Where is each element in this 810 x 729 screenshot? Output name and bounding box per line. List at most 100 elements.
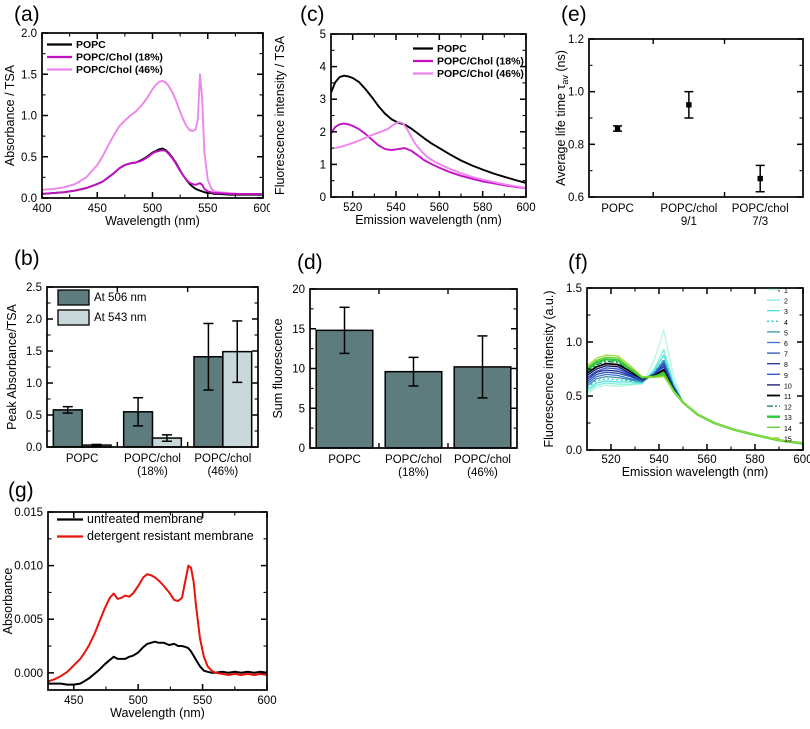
svg-text:1.2: 1.2 xyxy=(568,34,584,46)
svg-text:560: 560 xyxy=(430,202,449,214)
svg-text:5: 5 xyxy=(299,403,305,415)
svg-text:5: 5 xyxy=(320,29,326,41)
series-15 xyxy=(586,354,804,445)
svg-text:4: 4 xyxy=(784,320,788,327)
svg-text:1: 1 xyxy=(320,159,326,171)
svg-text:450: 450 xyxy=(64,695,83,707)
axes-ticks: 450 500 550 600 0.000 0.005 0.010 0.015 xyxy=(14,507,276,707)
panel-f-label: (f) xyxy=(568,251,588,274)
plot-area xyxy=(586,329,804,445)
axis-labels: Sum fluorescence xyxy=(271,318,285,418)
svg-text:(18%): (18%) xyxy=(398,467,429,479)
svg-text:0.0: 0.0 xyxy=(26,442,42,454)
svg-text:POPC/Chol (18%): POPC/Chol (18%) xyxy=(76,52,163,64)
svg-text:0.6: 0.6 xyxy=(568,192,584,204)
series-POPC/Chol (46%) xyxy=(41,73,263,195)
panel-c: (c) 520 540 560 580 600 0 1 2 3 4 5 Emission wavele… xyxy=(270,0,540,240)
svg-text:Average life time τav​ (ns): Average life time τav​ (ns) xyxy=(554,50,570,186)
panel-b-chart: 0.0 0.5 1.0 1.5 2.0 2.5 POPC POPC/chol (18%) POPC… xyxy=(0,240,270,485)
panel-b-label: (b) xyxy=(14,247,40,270)
panel-f-chart: 520 540 560 580 600 0.0 0.5 1.0 1.5 Emission wave… xyxy=(540,240,810,485)
svg-text:1: 1 xyxy=(784,288,788,295)
svg-text:15: 15 xyxy=(784,436,792,443)
panel-d-chart: 0 5 10 15 20 POPC POPC/chol (18%) POPC/chol (46%)… xyxy=(270,240,540,485)
svg-text:Emission wavelength (nm): Emission wavelength (nm) xyxy=(622,465,769,479)
svg-text:2.0: 2.0 xyxy=(21,28,37,40)
svg-text:Wavelength (nm): Wavelength (nm) xyxy=(110,706,205,720)
svg-text:600: 600 xyxy=(253,203,270,215)
panel-e-label: (e) xyxy=(561,3,587,26)
panel-g-chart: 450 500 550 600 0.000 0.005 0.010 0.015 Waveleng… xyxy=(0,470,290,729)
svg-text:600: 600 xyxy=(257,695,276,707)
svg-text:1.5: 1.5 xyxy=(566,283,582,295)
axis-labels: Wavelength (nm) Absorbance / TSA xyxy=(3,64,200,228)
svg-text:0.000: 0.000 xyxy=(14,668,43,680)
chart-svg-g: 450 500 550 600 0.000 0.005 0.010 0.015 Waveleng… xyxy=(1,507,277,720)
svg-text:POPC: POPC xyxy=(437,43,467,55)
legend: untreated membrane detergent resistant me… xyxy=(57,512,254,543)
svg-text:POPC/chol: POPC/chol xyxy=(660,203,717,215)
svg-text:10: 10 xyxy=(292,364,305,376)
svg-text:500: 500 xyxy=(129,695,148,707)
plot-area xyxy=(52,320,253,448)
svg-text:5: 5 xyxy=(784,330,788,337)
svg-text:3: 3 xyxy=(320,94,326,106)
svg-text:0: 0 xyxy=(299,443,305,455)
svg-text:POPC/Chol (46%): POPC/Chol (46%) xyxy=(437,68,524,80)
svg-text:POPC: POPC xyxy=(66,453,99,465)
svg-text:12: 12 xyxy=(784,405,792,412)
axes-ticks: 520 540 560 580 600 0 1 2 3 4 5 xyxy=(320,29,536,214)
svg-text:0.015: 0.015 xyxy=(14,507,43,519)
svg-text:2.0: 2.0 xyxy=(26,314,42,326)
svg-text:1.5: 1.5 xyxy=(26,346,42,358)
svg-text:400: 400 xyxy=(32,203,51,215)
panel-d: (d) 0 5 10 15 20 POPC POPC/chol (18%) POPC/chol(… xyxy=(270,240,540,480)
svg-text:0.5: 0.5 xyxy=(566,391,582,403)
series-5 xyxy=(586,359,804,445)
svg-text:20: 20 xyxy=(292,284,305,296)
svg-text:14: 14 xyxy=(784,426,792,433)
svg-text:Sum fluorescence: Sum fluorescence xyxy=(271,318,285,418)
svg-text:15: 15 xyxy=(292,324,305,336)
svg-text:0.5: 0.5 xyxy=(21,152,37,164)
svg-text:600: 600 xyxy=(516,202,535,214)
panel-g: (g) 450 500 550 600 0.000 0.005 0.010 0.015 Wave… xyxy=(0,470,290,729)
svg-text:1.5: 1.5 xyxy=(21,69,37,81)
svg-text:6: 6 xyxy=(784,341,788,348)
panel-g-label: (g) xyxy=(8,479,34,502)
svg-text:At 506 nm: At 506 nm xyxy=(94,292,146,304)
series-POPC/Chol (18%) xyxy=(330,122,527,190)
svg-text:520: 520 xyxy=(601,454,620,466)
panel-c-chart: 520 540 560 580 600 0 1 2 3 4 5 Emission wavelength… xyxy=(270,0,540,245)
panel-a: (a) 400 450 500 550 600 0.0 0.5 1.0 1.5 2.0 Wavele… xyxy=(0,0,273,240)
svg-text:POPC: POPC xyxy=(601,203,634,215)
svg-text:0.005: 0.005 xyxy=(14,614,43,626)
svg-text:0.010: 0.010 xyxy=(14,561,43,573)
panel-a-chart: 400 450 500 550 600 0.0 0.5 1.0 1.5 2.0 Wavelength… xyxy=(0,0,273,245)
svg-text:POPC/chol: POPC/chol xyxy=(124,453,181,465)
svg-text:8: 8 xyxy=(784,362,788,369)
svg-text:Fluorescence intensity (a.u.): Fluorescence intensity (a.u.) xyxy=(542,290,556,447)
legend: At 506 nm At 543 nm xyxy=(57,289,146,326)
svg-text:POPC/chol: POPC/chol xyxy=(194,453,251,465)
series-POPC/Chol (46%) xyxy=(335,121,527,189)
svg-text:POPC/chol: POPC/chol xyxy=(454,454,511,466)
svg-text:600: 600 xyxy=(793,454,810,466)
svg-text:450: 450 xyxy=(88,203,107,215)
svg-text:10: 10 xyxy=(784,383,792,390)
svg-text:7: 7 xyxy=(784,352,788,359)
axes-frame xyxy=(47,511,268,691)
axis-labels: Average life time τav​ (ns) xyxy=(554,50,570,186)
axes-ticks: 520 540 560 580 600 0.0 0.5 1.0 1.5 xyxy=(566,283,810,466)
panel-c-label: (c) xyxy=(300,3,325,26)
plot-area xyxy=(330,74,527,190)
panel-a-label: (a) xyxy=(14,3,40,26)
svg-text:1.0: 1.0 xyxy=(568,87,584,99)
svg-text:1.0: 1.0 xyxy=(26,378,42,390)
bar-series-1 xyxy=(52,356,224,448)
series-POPC xyxy=(41,147,263,196)
